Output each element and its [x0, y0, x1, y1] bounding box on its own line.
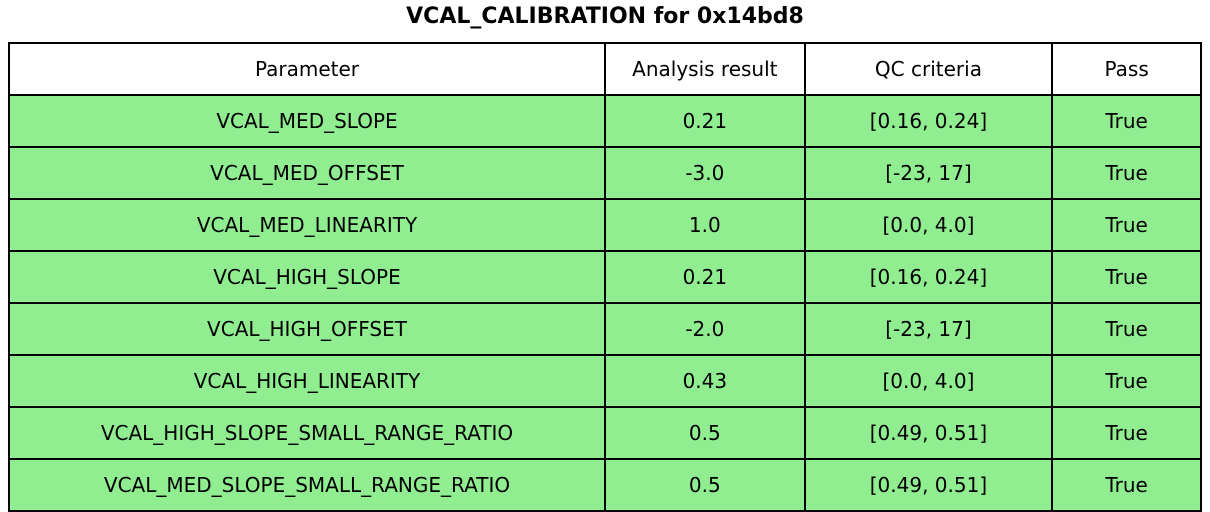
column-header-qc-criteria: QC criteria	[803, 42, 1054, 96]
cell-parameter: VCAL_MED_SLOPE_SMALL_RANGE_RATIO	[8, 458, 606, 512]
cell-pass: True	[1051, 250, 1202, 304]
table-row: VCAL_HIGH_LINEARITY 0.43 [0.0, 4.0] True	[8, 354, 1202, 408]
cell-qc-criteria: [0.0, 4.0]	[803, 354, 1054, 408]
cell-analysis-result: 0.43	[604, 354, 806, 408]
cell-qc-criteria: [-23, 17]	[803, 302, 1054, 356]
cell-analysis-result: 1.0	[604, 198, 806, 252]
cell-pass: True	[1051, 354, 1202, 408]
table-row: VCAL_MED_SLOPE_SMALL_RANGE_RATIO 0.5 [0.…	[8, 458, 1202, 512]
table-row: VCAL_HIGH_SLOPE 0.21 [0.16, 0.24] True	[8, 250, 1202, 304]
cell-qc-criteria: [-23, 17]	[803, 146, 1054, 200]
cell-qc-criteria: [0.0, 4.0]	[803, 198, 1054, 252]
page-title: VCAL_CALIBRATION for 0x14bd8	[406, 4, 804, 29]
column-header-pass: Pass	[1051, 42, 1202, 96]
cell-analysis-result: 0.21	[604, 250, 806, 304]
cell-parameter: VCAL_HIGH_SLOPE_SMALL_RANGE_RATIO	[8, 406, 606, 460]
cell-pass: True	[1051, 94, 1202, 148]
cell-analysis-result: 0.5	[604, 458, 806, 512]
cell-analysis-result: 0.5	[604, 406, 806, 460]
column-header-parameter: Parameter	[8, 42, 606, 96]
cell-qc-criteria: [0.49, 0.51]	[803, 458, 1054, 512]
cell-parameter: VCAL_HIGH_OFFSET	[8, 302, 606, 356]
table-row: VCAL_MED_SLOPE 0.21 [0.16, 0.24] True	[8, 94, 1202, 148]
header-row: Parameter Analysis result QC criteria Pa…	[8, 42, 1202, 96]
cell-qc-criteria: [0.16, 0.24]	[803, 250, 1054, 304]
table-row: VCAL_HIGH_OFFSET -2.0 [-23, 17] True	[8, 302, 1202, 356]
qc-criteria-table: Parameter Analysis result QC criteria Pa…	[8, 42, 1202, 512]
cell-parameter: VCAL_HIGH_LINEARITY	[8, 354, 606, 408]
cell-qc-criteria: [0.16, 0.24]	[803, 94, 1054, 148]
cell-parameter: VCAL_HIGH_SLOPE	[8, 250, 606, 304]
cell-pass: True	[1051, 458, 1202, 512]
cell-pass: True	[1051, 146, 1202, 200]
column-header-analysis-result: Analysis result	[604, 42, 806, 96]
cell-qc-criteria: [0.49, 0.51]	[803, 406, 1054, 460]
table-row: VCAL_MED_LINEARITY 1.0 [0.0, 4.0] True	[8, 198, 1202, 252]
table-row: VCAL_HIGH_SLOPE_SMALL_RANGE_RATIO 0.5 [0…	[8, 406, 1202, 460]
table-row: VCAL_MED_OFFSET -3.0 [-23, 17] True	[8, 146, 1202, 200]
cell-analysis-result: -3.0	[604, 146, 806, 200]
cell-analysis-result: 0.21	[604, 94, 806, 148]
cell-pass: True	[1051, 302, 1202, 356]
cell-pass: True	[1051, 198, 1202, 252]
cell-analysis-result: -2.0	[604, 302, 806, 356]
cell-parameter: VCAL_MED_SLOPE	[8, 94, 606, 148]
cell-pass: True	[1051, 406, 1202, 460]
cell-parameter: VCAL_MED_OFFSET	[8, 146, 606, 200]
cell-parameter: VCAL_MED_LINEARITY	[8, 198, 606, 252]
